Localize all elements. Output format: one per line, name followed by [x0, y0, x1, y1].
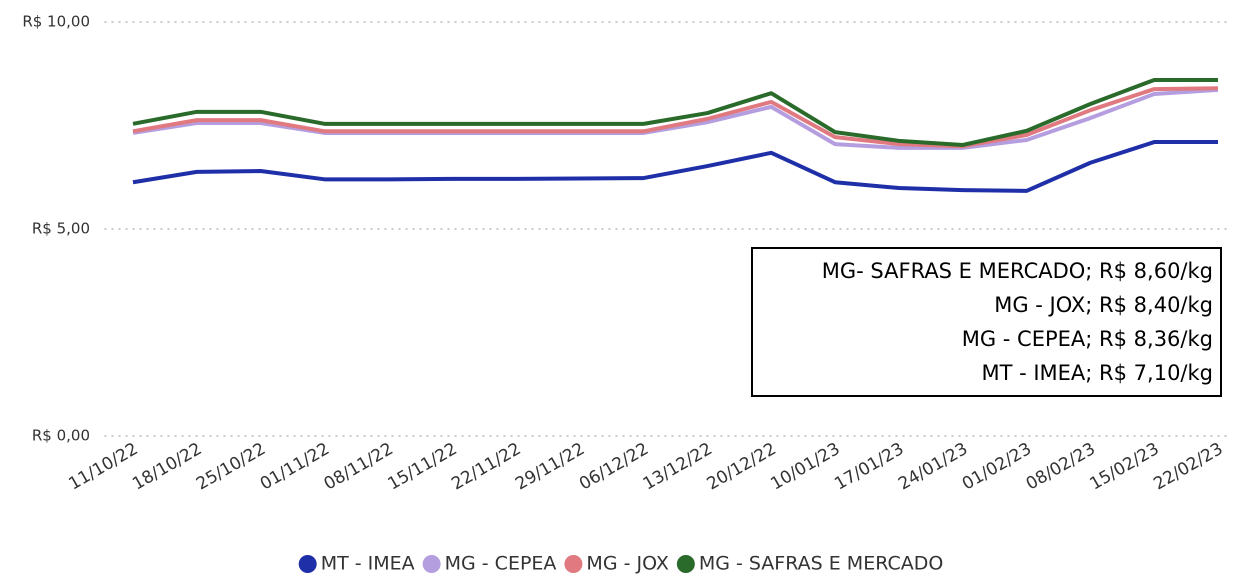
legend-marker [298, 555, 317, 573]
x-tick-label: 10/01/23 [767, 439, 843, 495]
series-line [132, 86, 1219, 149]
x-tick-label: 22/11/22 [448, 439, 524, 495]
legend-label: MG - JOX [586, 553, 668, 574]
x-tick-label: 17/01/23 [831, 439, 907, 495]
x-tick-label: 20/12/22 [704, 439, 780, 495]
legend-marker [422, 555, 441, 573]
x-tick-label: 15/02/23 [1087, 439, 1163, 495]
y-tick-label: R$ 10,00 [22, 13, 90, 31]
x-tick-label: 11/10/22 [65, 439, 141, 495]
legend-label: MG - SAFRAS E MERCADO [699, 553, 943, 574]
x-tick-label: 08/11/22 [321, 439, 397, 495]
x-tick-label: 13/12/22 [640, 439, 716, 495]
x-tick-label: 29/11/22 [512, 439, 588, 495]
annotation-text: MG- SAFRAS E MERCADO; R$ 8,60/kg [822, 259, 1213, 283]
annotation-text: MT - IMEA; R$ 7,10/kg [981, 361, 1213, 385]
x-tick-label: 08/02/23 [1023, 439, 1099, 495]
annotation-box [751, 247, 1222, 397]
legend: MT - IMEA MG - CEPEA MG - JOX MG - SAFRAS E… [298, 553, 943, 574]
x-tick-label: 18/10/22 [129, 439, 205, 495]
series-line [132, 77, 1218, 147]
x-tick-label: 24/01/23 [895, 439, 971, 495]
legend-marker [564, 555, 583, 573]
legend-label: MT - IMEA [321, 553, 415, 574]
y-tick-label: R$ 5,00 [32, 220, 90, 238]
x-tick-label: 25/10/22 [193, 439, 269, 495]
x-tick-label: 15/11/22 [384, 439, 460, 495]
x-tick-label: 01/11/22 [257, 439, 333, 495]
annotation-text: MG - CEPEA; R$ 8,36/kg [962, 327, 1213, 351]
annotation-text: MG - JOX; R$ 8,40/kg [994, 293, 1213, 317]
x-tick-label: 06/12/22 [576, 439, 652, 495]
x-tick-label: 01/02/23 [959, 439, 1035, 495]
x-tick-label: 22/02/23 [1150, 439, 1226, 495]
legend-label: MG - CEPEA [445, 553, 557, 574]
y-tick-label: R$ 0,00 [32, 427, 90, 445]
legend-marker [676, 555, 695, 573]
series-line [132, 140, 1218, 193]
